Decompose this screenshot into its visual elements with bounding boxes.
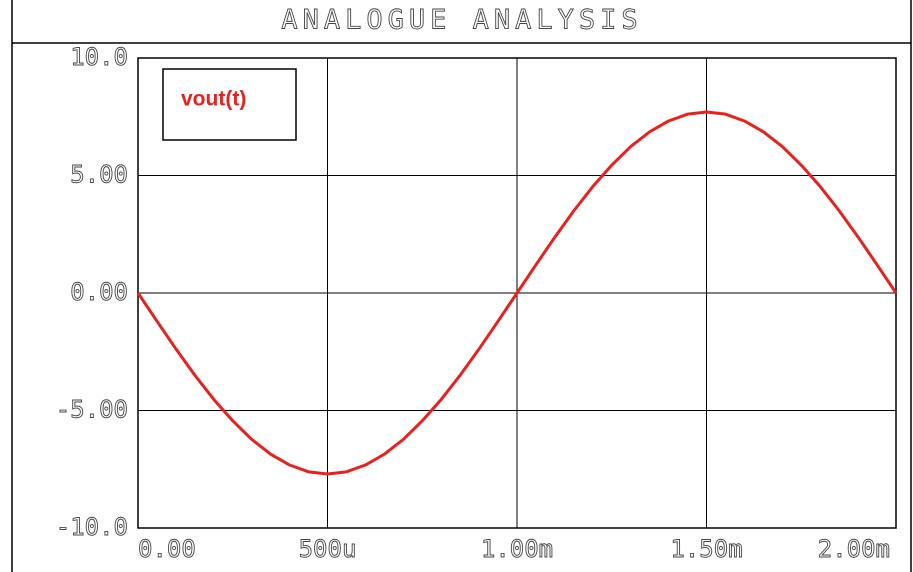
y-tick-label: 0.00 (70, 278, 128, 306)
series-line (136, 110, 898, 476)
x-tick-label: 1.00m (481, 535, 553, 563)
x-tick-label: 500u (299, 535, 357, 563)
y-tick-label: 10.0 (70, 43, 128, 71)
legend-box (162, 68, 297, 141)
x-tick-label: 1.50m (670, 535, 742, 563)
x-tick-label: 2.00m (818, 535, 890, 563)
y-tick-label: 5.00 (70, 161, 128, 189)
y-tick-label: -10.0 (56, 513, 128, 541)
legend-label: vout(t) (181, 88, 246, 111)
y-tick-label: -5.00 (56, 396, 128, 424)
chart-title: ANALOGUE ANALYSIS (281, 5, 642, 36)
x-tick-label: 0.00 (138, 535, 196, 563)
